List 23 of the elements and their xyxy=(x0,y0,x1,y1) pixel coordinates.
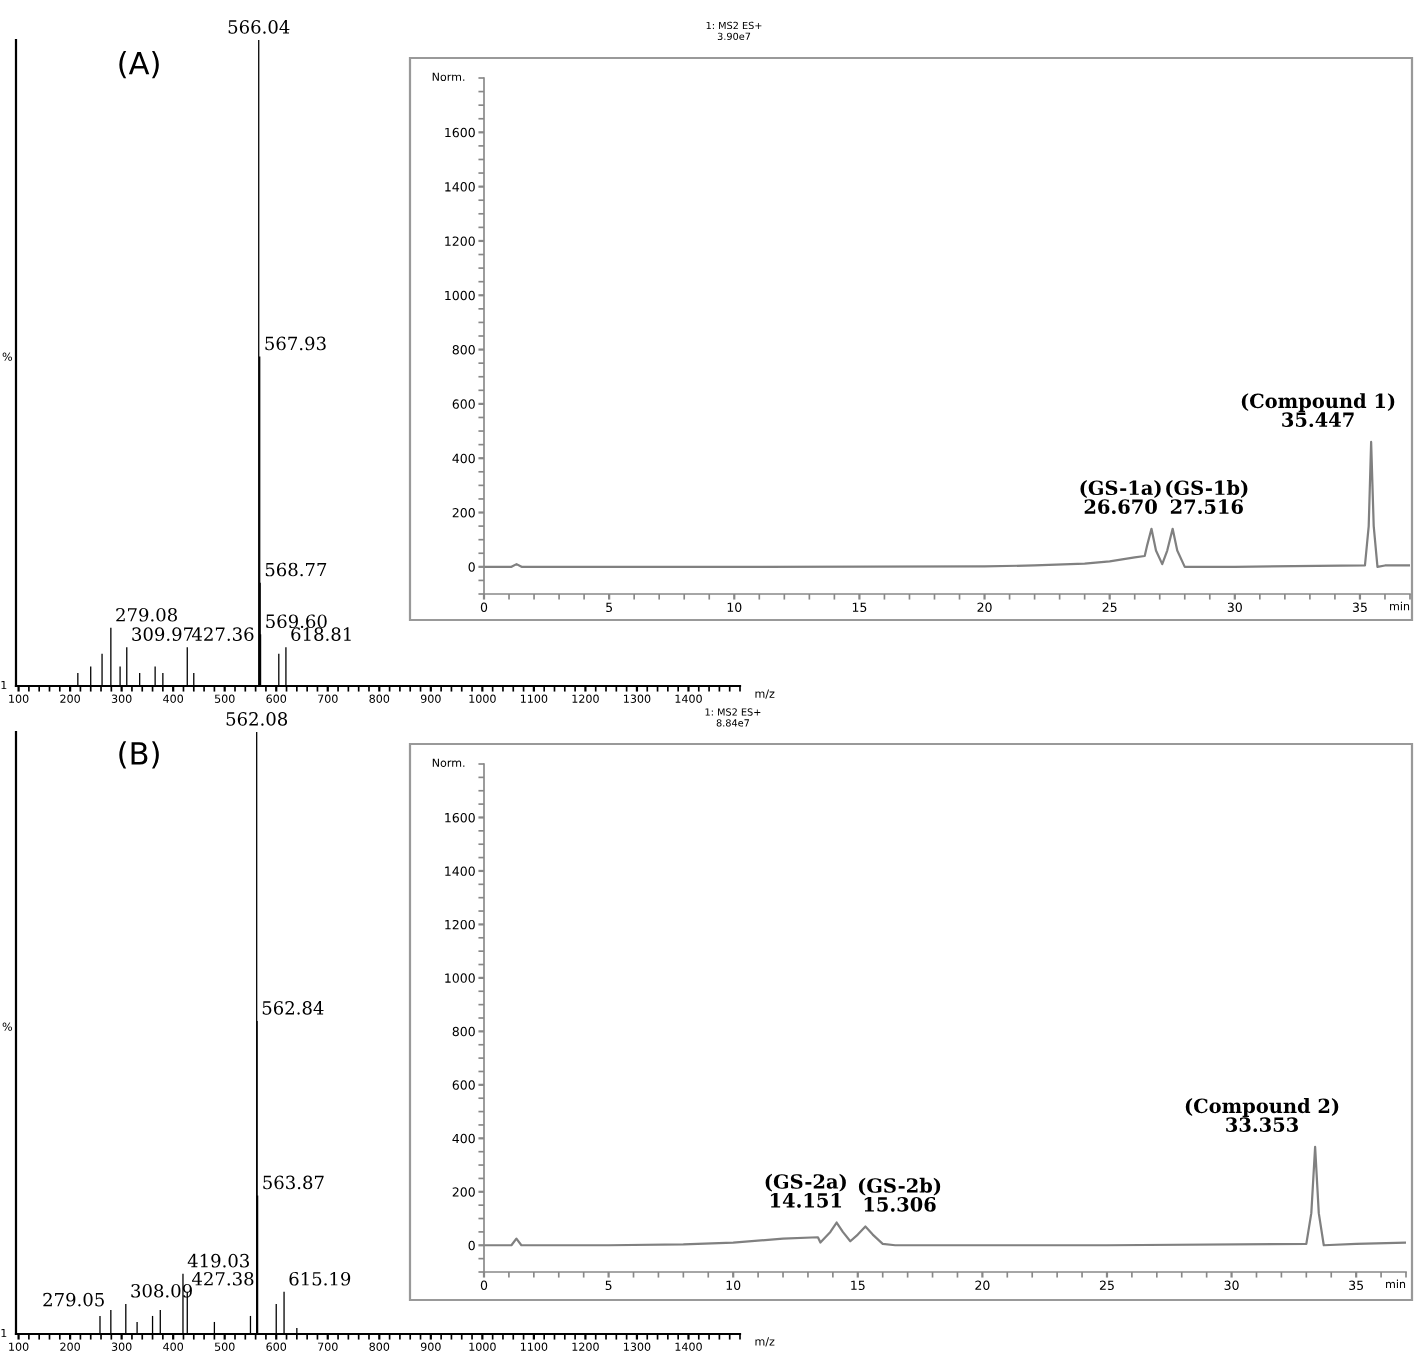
annotation: 279.08 xyxy=(116,607,177,622)
annotation: 568.77 xyxy=(265,562,327,577)
annotation: 618.81 xyxy=(291,627,351,641)
annotation: (GS-2b) 15.306 xyxy=(858,1177,941,1212)
annotation: 563.87 xyxy=(263,1175,324,1190)
annotation: 562.08 xyxy=(226,712,288,726)
annotation: 562.84 xyxy=(262,1001,324,1015)
annotation: 569.60 xyxy=(266,614,327,629)
annotation: (Compound 2) 33.353 xyxy=(1185,1098,1339,1132)
annotation: 567.93 xyxy=(265,336,326,351)
annotation: 427.36 xyxy=(191,627,254,641)
annotation: (GS-1b) 27.516 xyxy=(1166,480,1248,514)
annotation: 427.38 xyxy=(192,1271,254,1286)
annotation: 566.04 xyxy=(228,20,290,34)
annotation: 419.03 xyxy=(187,1253,249,1268)
chart-title: (A) xyxy=(119,51,159,79)
annotation: (Compound 1) 35.447 xyxy=(1241,393,1395,428)
annotation: 279.05 xyxy=(43,1292,104,1307)
annotation: (GS-1a) 26.670 xyxy=(1080,480,1161,514)
annotation: 309.97 xyxy=(132,627,193,641)
annotation: 615.19 xyxy=(289,1271,351,1286)
annotation: (GS-2a) 14.151 xyxy=(765,1173,846,1208)
chart-title: (B) xyxy=(119,741,159,769)
